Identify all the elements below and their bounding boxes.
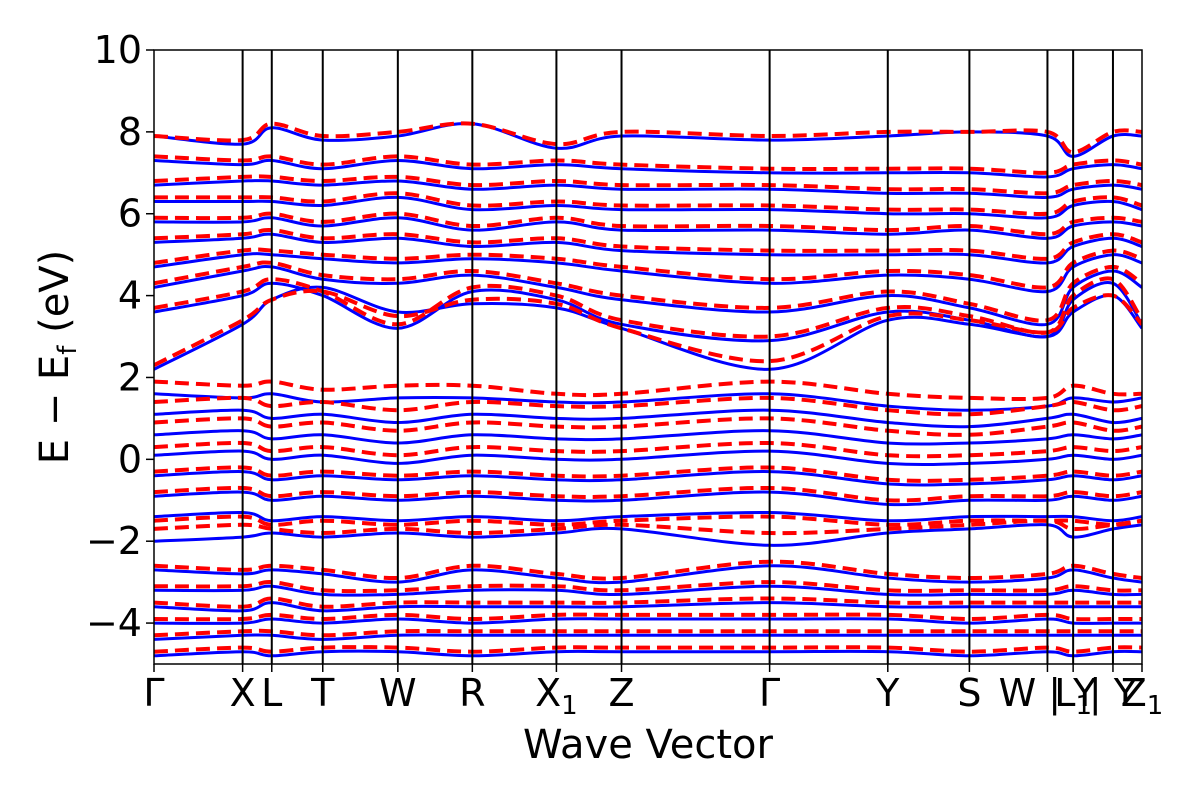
kpath-label: W bbox=[379, 671, 417, 715]
solid-band-line bbox=[154, 470, 1142, 487]
dashed-band-line bbox=[154, 559, 1142, 581]
kpath-label: R bbox=[459, 671, 485, 715]
dashed-band-line bbox=[154, 416, 1142, 437]
y-tick-label: 2 bbox=[118, 355, 142, 399]
solid-band-line bbox=[154, 449, 1142, 467]
dashed-band-line bbox=[154, 211, 1142, 237]
kpath-label: L1 bbox=[1054, 671, 1092, 721]
solid-band-line bbox=[154, 195, 1142, 220]
y-tick-label: 10 bbox=[94, 28, 142, 72]
dashed-band-line bbox=[154, 247, 1142, 290]
dashed-band-line bbox=[154, 191, 1142, 216]
x-axis: Γ X L T W R X1 Z Γ Y S W | YL1| YZ1 bbox=[143, 664, 1163, 721]
solid-band-line bbox=[154, 232, 1142, 265]
solid-band-line bbox=[154, 523, 1142, 547]
solid-band-line bbox=[154, 121, 1142, 158]
dashed-band-line bbox=[154, 121, 1142, 155]
solid-band-line bbox=[154, 216, 1142, 240]
y-tick-label: 8 bbox=[118, 110, 142, 154]
dashed-band-line bbox=[154, 395, 1142, 417]
kpath-label: W | Y bbox=[999, 671, 1098, 716]
plot-frame bbox=[153, 49, 1143, 665]
solid-band-line bbox=[154, 178, 1142, 199]
y-axis-label: E − Ef (eV) bbox=[32, 250, 83, 465]
kpath-label: | Y bbox=[1089, 671, 1138, 716]
kpath-label: X1 bbox=[535, 671, 578, 721]
dashed-band-line bbox=[154, 580, 1142, 594]
y-tick-label: 6 bbox=[118, 192, 142, 236]
y-tick-label: −4 bbox=[86, 601, 142, 645]
dashed-band-line bbox=[154, 518, 1142, 536]
solid-band-line bbox=[154, 510, 1142, 523]
y-tick-label: 0 bbox=[118, 437, 142, 481]
dashed-band-line bbox=[154, 228, 1142, 261]
solid-band-line bbox=[154, 649, 1142, 658]
dashed-band-line bbox=[154, 514, 1142, 527]
dashed-band-line bbox=[154, 596, 1142, 609]
solid-band-line bbox=[154, 564, 1142, 585]
solid-band-line bbox=[154, 601, 1142, 613]
x-axis-label: Wave Vector bbox=[523, 722, 774, 768]
solid-band-line bbox=[154, 429, 1142, 446]
dashed-band-line bbox=[154, 612, 1142, 622]
kpath-label: Γ bbox=[759, 671, 780, 715]
solid-band-line bbox=[154, 584, 1142, 597]
kpath-label: Y bbox=[875, 671, 900, 715]
kpath-label: Z bbox=[608, 671, 634, 715]
y-axis: −4 −2 0 2 4 6 8 10 bbox=[86, 28, 154, 645]
solid-band-line bbox=[154, 408, 1142, 429]
dashed-band-line bbox=[154, 288, 1142, 367]
kpath-label: T bbox=[310, 671, 335, 715]
bands-layer bbox=[154, 121, 1142, 658]
kpath-label: L bbox=[261, 671, 282, 715]
solid-band-line bbox=[154, 252, 1142, 294]
solid-band-line bbox=[154, 617, 1142, 625]
solid-band-line bbox=[154, 265, 1142, 327]
dashed-band-line bbox=[154, 154, 1142, 175]
dashed-band-line bbox=[154, 440, 1142, 459]
dashed-band-line bbox=[154, 628, 1142, 638]
kpath-divider-lines bbox=[241, 50, 1114, 664]
solid-band-line bbox=[154, 158, 1142, 179]
kpath-label: Γ bbox=[143, 671, 164, 715]
dashed-band-line bbox=[154, 260, 1142, 323]
kpath-label: S bbox=[957, 671, 981, 715]
solid-band-line bbox=[154, 633, 1142, 641]
y-tick-label: −2 bbox=[86, 519, 142, 563]
y-tick-label: 4 bbox=[118, 274, 142, 318]
dashed-band-line bbox=[154, 465, 1142, 483]
dashed-band-line bbox=[154, 379, 1142, 401]
dashed-band-line bbox=[154, 645, 1142, 654]
solid-band-line bbox=[154, 490, 1142, 507]
dashed-band-line bbox=[154, 276, 1142, 339]
kpath-label: Z1 bbox=[1121, 671, 1164, 721]
dashed-band-line bbox=[154, 174, 1142, 196]
dashed-band-line bbox=[154, 485, 1142, 503]
kpath-label: X bbox=[230, 671, 256, 715]
